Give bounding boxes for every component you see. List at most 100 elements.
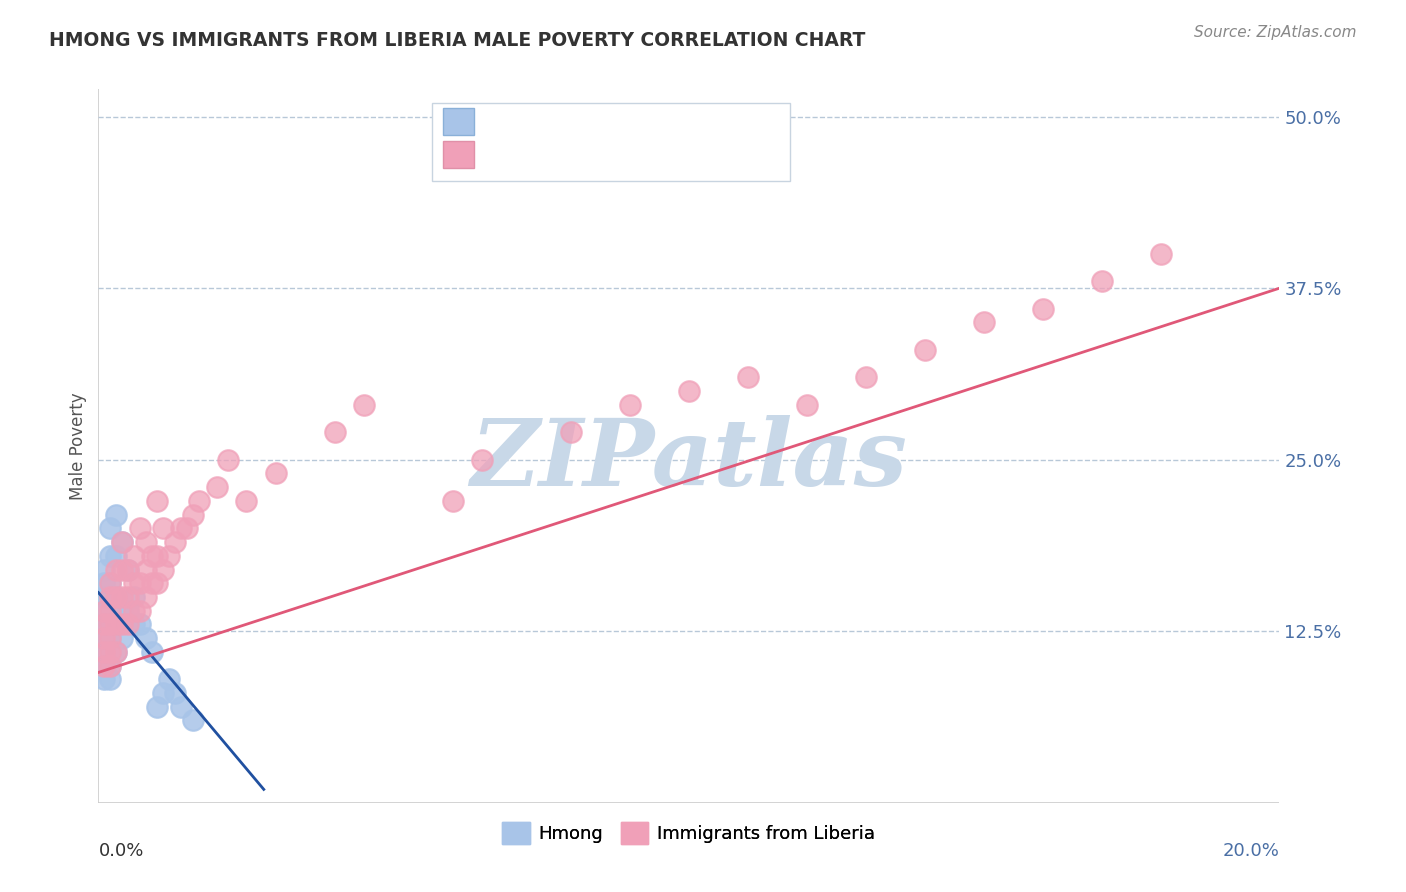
Point	[105, 562, 128, 576]
Point	[152, 521, 174, 535]
Point	[98, 604, 121, 618]
Point	[128, 521, 150, 535]
Point	[111, 535, 134, 549]
Point	[93, 590, 115, 604]
Point	[323, 425, 346, 440]
Point	[122, 576, 145, 591]
Point	[117, 562, 139, 576]
Point	[98, 631, 121, 645]
Point	[117, 590, 139, 604]
Point	[105, 590, 128, 604]
Text: 64: 64	[671, 145, 696, 163]
Point	[98, 617, 121, 632]
Text: Source: ZipAtlas.com: Source: ZipAtlas.com	[1194, 25, 1357, 40]
Point	[93, 604, 115, 618]
Point	[93, 562, 115, 576]
Point	[105, 617, 128, 632]
Point	[235, 494, 257, 508]
Point	[141, 576, 163, 591]
Point	[111, 535, 134, 549]
Point	[737, 370, 759, 384]
Text: -0.484: -0.484	[541, 112, 606, 130]
Point	[105, 508, 128, 522]
Text: R =: R =	[488, 145, 527, 163]
Point	[146, 576, 169, 591]
Point	[117, 617, 139, 632]
Text: 20.0%: 20.0%	[1223, 842, 1279, 860]
Point	[98, 576, 121, 591]
Point	[471, 452, 494, 467]
Point	[105, 645, 128, 659]
Legend: Hmong, Immigrants from Liberia: Hmong, Immigrants from Liberia	[495, 814, 883, 851]
Point	[105, 645, 128, 659]
Point	[122, 604, 145, 618]
Point	[678, 384, 700, 398]
Point	[157, 549, 180, 563]
Point	[264, 467, 287, 481]
Text: 38: 38	[671, 112, 696, 130]
Point	[128, 617, 150, 632]
Text: ZIPatlas: ZIPatlas	[471, 416, 907, 505]
Point	[105, 590, 128, 604]
Point	[619, 398, 641, 412]
Y-axis label: Male Poverty: Male Poverty	[69, 392, 87, 500]
Point	[165, 686, 187, 700]
Point	[93, 658, 115, 673]
Point	[122, 617, 145, 632]
Point	[93, 645, 115, 659]
Point	[93, 631, 115, 645]
Point	[1032, 301, 1054, 316]
Point	[973, 316, 995, 330]
Point	[93, 576, 115, 591]
Point	[217, 452, 239, 467]
Point	[176, 521, 198, 535]
Point	[122, 590, 145, 604]
Point	[93, 631, 115, 645]
Text: 0.604: 0.604	[541, 145, 605, 163]
Point	[117, 604, 139, 618]
Point	[1091, 274, 1114, 288]
Point	[122, 549, 145, 563]
Point	[165, 535, 187, 549]
Point	[441, 494, 464, 508]
Text: HMONG VS IMMIGRANTS FROM LIBERIA MALE POVERTY CORRELATION CHART: HMONG VS IMMIGRANTS FROM LIBERIA MALE PO…	[49, 31, 866, 50]
Point	[146, 549, 169, 563]
Point	[170, 699, 193, 714]
Point	[98, 617, 121, 632]
Point	[111, 562, 134, 576]
Point	[98, 645, 121, 659]
Text: 0.0%: 0.0%	[98, 842, 143, 860]
Point	[98, 673, 121, 687]
Point	[98, 576, 121, 591]
Point	[111, 604, 134, 618]
Point	[128, 576, 150, 591]
Point	[560, 425, 582, 440]
Point	[93, 645, 115, 659]
Point	[170, 521, 193, 535]
Text: R =: R =	[488, 112, 527, 130]
Point	[98, 549, 121, 563]
Point	[135, 562, 157, 576]
Point	[152, 686, 174, 700]
Point	[135, 590, 157, 604]
Point	[141, 645, 163, 659]
Point	[205, 480, 228, 494]
Point	[98, 590, 121, 604]
Point	[1150, 247, 1173, 261]
Point	[105, 617, 128, 632]
Point	[157, 673, 180, 687]
Point	[117, 562, 139, 576]
Point	[111, 590, 134, 604]
Point	[93, 604, 115, 618]
Point	[181, 714, 204, 728]
Point	[187, 494, 209, 508]
Point	[855, 370, 877, 384]
Point	[181, 508, 204, 522]
Point	[111, 617, 134, 632]
Point	[141, 549, 163, 563]
Point	[111, 631, 134, 645]
Point	[914, 343, 936, 357]
Point	[93, 673, 115, 687]
Point	[98, 658, 121, 673]
Point	[93, 617, 115, 632]
